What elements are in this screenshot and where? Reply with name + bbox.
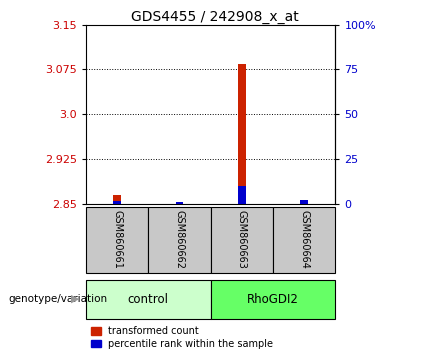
Bar (301, 202, 308, 204)
Bar (86, 280, 211, 319)
Text: GSM860664: GSM860664 (299, 210, 309, 269)
Bar (114, 201, 121, 204)
Text: GSM860662: GSM860662 (175, 210, 184, 269)
Text: GSM860661: GSM860661 (112, 210, 122, 269)
Bar (211, 207, 273, 273)
Legend: transformed count, percentile rank within the sample: transformed count, percentile rank withi… (91, 326, 273, 349)
Text: control: control (128, 293, 169, 306)
Bar (114, 195, 121, 204)
Bar (238, 63, 246, 204)
Bar (86, 207, 148, 273)
Bar (238, 185, 246, 204)
Bar (273, 207, 335, 273)
Text: GDS4455 / 242908_x_at: GDS4455 / 242908_x_at (131, 10, 299, 24)
Bar (176, 202, 183, 204)
Text: ▶: ▶ (71, 294, 80, 304)
Text: genotype/variation: genotype/variation (9, 294, 108, 304)
Bar (148, 207, 211, 273)
Bar (211, 280, 335, 319)
Text: GSM860663: GSM860663 (237, 210, 247, 269)
Bar (176, 202, 183, 204)
Text: RhoGDI2: RhoGDI2 (247, 293, 299, 306)
Bar (301, 200, 308, 204)
